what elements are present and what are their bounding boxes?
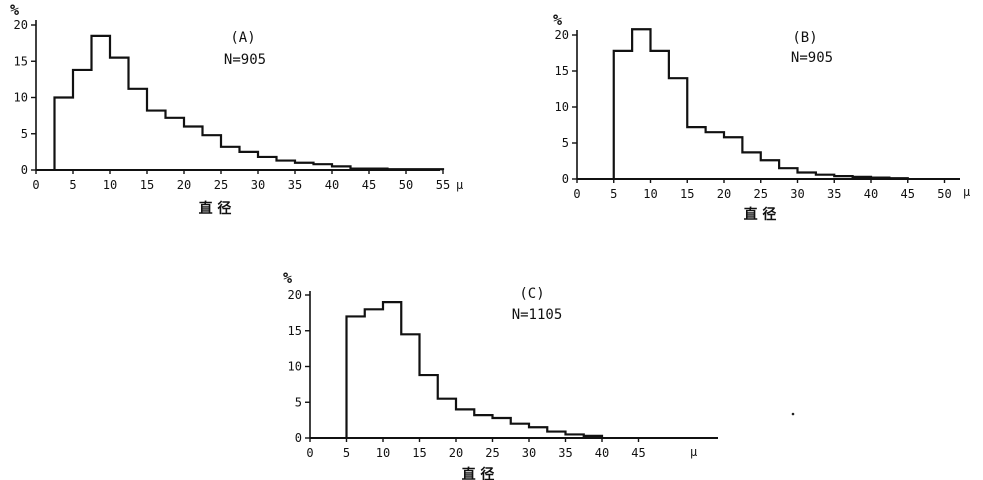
panel-a-x-tick-label: 50 [399,178,413,192]
panel-c-x-axis-label: 直 径 [462,466,495,480]
panel-a-x-tick-label: 10 [103,178,117,192]
panel-a-y-tick-label: 10 [14,91,28,105]
panel-c-n-count: N=1105 [512,307,563,323]
panel-a-x-tick-label: 0 [32,178,39,192]
panel-b-x-tick-label: 20 [717,187,731,201]
panel-a-y-tick-label: 0 [21,163,28,177]
panel-b-n-count: N=905 [791,50,833,66]
panel-a-y-ticks: 0 5 10 15 20 [14,18,36,177]
panel-b-x-tick-label: 10 [643,187,657,201]
panel-b-label: (B) [792,30,817,46]
panel-c-label: (C) [519,286,544,302]
panel-c-y-tick-label: 5 [295,395,302,409]
panel-b-y-tick-label: 20 [555,28,569,42]
panel-b-x-tick-label: 35 [827,187,841,201]
panel-c-x-unit: μ [690,445,697,459]
panel-b-x-tick-label: 45 [901,187,915,201]
panel-a-x-tick-label: 45 [362,178,376,192]
panel-a-n-count: N=905 [224,52,266,68]
panel-b-x-tick-label: 0 [573,187,580,201]
panel-a-x-unit: μ [456,178,463,192]
panel-c: 0 5 10 15 20 0 5 10 15 20 25 30 35 40 45 % (C) N=1105… [283,269,718,480]
panel-a-x-tick-label: 5 [69,178,76,192]
panel-a-x-tick-label: 55 [436,178,450,192]
panel-b-x-tick-label: 30 [790,187,804,201]
panel-c-histogram-outline [345,301,604,438]
panel-b-y-ticks: 0 5 10 15 20 [555,28,577,186]
panel-c-x-tick-label: 40 [595,446,609,460]
panel-b-x-axis-label: 直 径 [744,206,777,223]
panel-b-x-ticks: 0 5 10 15 20 25 30 35 40 45 50 [573,179,952,201]
panel-c-x-tick-label: 45 [631,446,645,460]
panel-c-y-ticks: 0 5 10 15 20 [288,288,310,445]
panel-b-x-tick-label: 5 [610,187,617,201]
panel-b-y-tick-label: 5 [562,136,569,150]
panel-c-x-tick-label: 0 [306,446,313,460]
panel-b-x-tick-label: 25 [754,187,768,201]
panel-c-y-tick-label: 0 [295,431,302,445]
panel-c-y-axis-label: % [283,269,292,287]
panel-c-y-tick-label: 15 [288,324,302,338]
panel-a-y-tick-label: 20 [14,18,28,32]
scan-speck [791,412,795,416]
panel-b: 0 5 10 15 20 0 5 10 15 20 25 30 35 40 45 50 % (B) N=90… [553,11,970,223]
panel-a-x-tick-label: 25 [214,178,228,192]
panel-c-x-ticks: 0 5 10 15 20 25 30 35 40 45 [306,438,646,460]
panel-a-x-tick-label: 20 [177,178,191,192]
panel-c-x-tick-label: 20 [449,446,463,460]
panel-c-x-tick-label: 30 [522,446,536,460]
panel-a-x-tick-label: 30 [251,178,265,192]
panel-a-x-tick-label: 40 [325,178,339,192]
panel-c-x-tick-label: 25 [485,446,499,460]
panel-b-y-tick-label: 15 [555,64,569,78]
panel-b-x-tick-label: 40 [864,187,878,201]
panel-a-y-tick-label: 15 [14,54,28,68]
panel-a-x-axis-label: 直 径 [199,200,232,217]
panel-a-x-ticks: 0 5 10 15 20 25 30 35 40 45 50 55 [32,170,450,192]
panel-c-y-tick-label: 20 [288,288,302,302]
panel-a-histogram-outline [53,34,445,171]
panel-b-x-tick-label: 50 [937,187,951,201]
panel-b-y-tick-label: 10 [555,100,569,114]
panel-b-x-tick-label: 15 [680,187,694,201]
panel-a-label: (A) [230,30,255,46]
panel-a-y-tick-label: 5 [21,127,28,141]
panel-c-x-tick-label: 35 [558,446,572,460]
panel-a-x-tick-label: 15 [140,178,154,192]
panel-c-y-tick-label: 10 [288,360,302,374]
panel-b-y-tick-label: 0 [562,172,569,186]
panel-b-histogram-outline [612,28,909,180]
panel-c-x-tick-label: 5 [343,446,350,460]
panel-a-x-tick-label: 35 [288,178,302,192]
panel-b-x-unit: μ [963,185,970,199]
panel-c-x-tick-label: 10 [376,446,390,460]
panel-a-y-axis-label: % [10,1,19,19]
panel-c-x-tick-label: 15 [412,446,426,460]
panel-b-y-axis-label: % [553,11,562,29]
panel-a: 0 5 10 15 20 0 5 10 15 20 25 30 35 40 45 50 55 % (A) N=… [10,1,463,217]
